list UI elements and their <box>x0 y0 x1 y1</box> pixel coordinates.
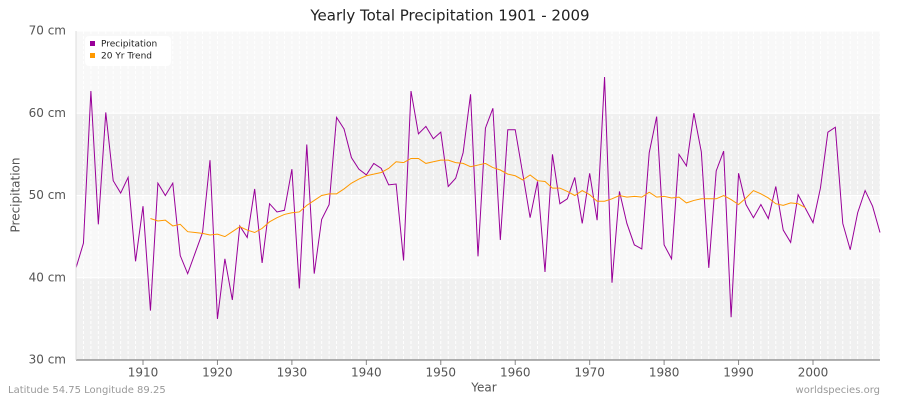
x-tick-label: 1980 <box>649 366 680 380</box>
x-tick-label: 1970 <box>574 366 605 380</box>
legend-swatch <box>90 41 95 46</box>
legend-label: 20 Yr Trend <box>101 52 152 62</box>
x-tick-label: 1950 <box>426 366 457 380</box>
x-tick-label: 1990 <box>723 366 754 380</box>
x-tick-label: 1930 <box>277 366 308 380</box>
series-line <box>150 157 806 238</box>
y-tick-label: 30 cm <box>29 353 66 367</box>
x-tick-label: 1960 <box>500 366 531 380</box>
x-axis-label: Year <box>470 381 496 395</box>
y-axis-label: Precipitation <box>9 157 23 232</box>
x-tick-label: 1940 <box>351 366 382 380</box>
legend-box <box>85 36 171 66</box>
chart-title: Yearly Total Precipitation 1901 - 2009 <box>309 7 589 25</box>
legend-label: Precipitation <box>101 40 157 50</box>
x-tick-label: 2000 <box>798 366 829 380</box>
y-tick-label: 60 cm <box>29 106 66 120</box>
series-line <box>75 77 881 319</box>
plot-area <box>75 30 881 361</box>
y-tick-label: 50 cm <box>29 188 66 202</box>
footer-source: worldspecies.org <box>796 385 880 396</box>
footer-location: Latitude 54.75 Longitude 89.25 <box>8 385 166 396</box>
x-tick-label: 1920 <box>202 366 233 380</box>
legend-swatch <box>90 53 95 58</box>
y-tick-label: 40 cm <box>29 270 66 284</box>
y-tick-label: 70 cm <box>29 24 66 38</box>
x-tick-label: 1910 <box>128 366 159 380</box>
